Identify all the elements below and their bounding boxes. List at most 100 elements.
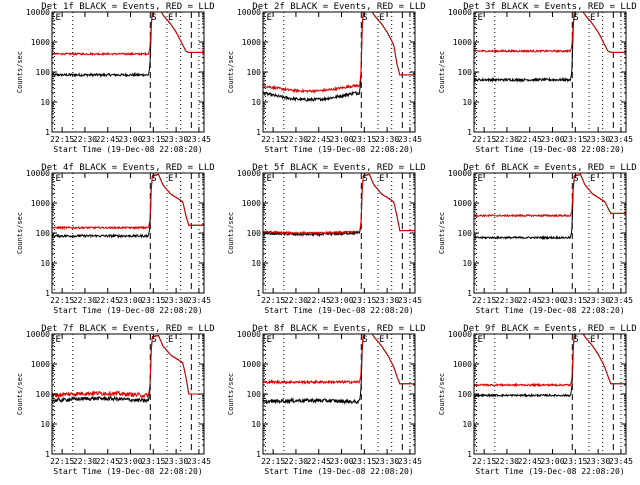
x-axis-label: Start Time (19-Dec-08 22:08:20) xyxy=(264,306,413,315)
x-tick-label: 23:15 xyxy=(141,135,165,144)
x-tick-label: 23:00 xyxy=(118,135,142,144)
event-marker-label: E xyxy=(379,13,384,23)
y-tick-label: 100 xyxy=(36,229,51,238)
x-tick-label: 22:45 xyxy=(96,457,120,466)
y-tick-label: 1000 xyxy=(453,38,472,47)
event-marker-label: E xyxy=(379,174,384,184)
x-tick-label: 22:45 xyxy=(96,135,120,144)
plot-frame xyxy=(51,11,205,133)
y-tick-label: 1 xyxy=(45,128,50,137)
panel-title: Det 2f BLACK = Events, RED = LLD xyxy=(252,2,425,12)
x-tick-label: 22:15 xyxy=(50,296,74,305)
y-tick-label: 100 xyxy=(36,390,51,399)
x-tick-label: 22:15 xyxy=(261,457,285,466)
event-marker-label: E xyxy=(590,13,595,23)
y-tick-label: 100 xyxy=(458,390,473,399)
x-axis-label: Start Time (19-Dec-08 22:08:20) xyxy=(475,467,624,476)
x-tick-label: 23:45 xyxy=(187,135,211,144)
y-tick-label: 100 xyxy=(458,229,473,238)
x-axis-label: Start Time (19-Dec-08 22:08:20) xyxy=(53,145,202,154)
x-tick-label: 23:15 xyxy=(352,296,376,305)
y-tick-label: 1000 xyxy=(453,360,472,369)
x-axis-label: Start Time (19-Dec-08 22:08:20) xyxy=(53,467,202,476)
x-tick-label: 22:45 xyxy=(518,457,542,466)
panel-title: Det 5f BLACK = Events, RED = LLD xyxy=(252,163,425,173)
x-tick-label: 22:45 xyxy=(307,457,331,466)
y-tick-label: 10000 xyxy=(26,169,50,178)
x-tick-label: 22:30 xyxy=(495,296,519,305)
event-marker-label: E xyxy=(56,13,61,23)
event-marker-label: S xyxy=(151,174,156,184)
x-tick-label: 23:15 xyxy=(563,457,587,466)
y-axis-label: Counts/sec xyxy=(16,212,24,254)
x-tick-label: 23:00 xyxy=(540,135,564,144)
x-tick-label: 23:30 xyxy=(164,457,188,466)
y-tick-label: 10000 xyxy=(26,8,50,17)
event-marker-label: E xyxy=(56,174,61,184)
x-tick-label: 22:30 xyxy=(73,296,97,305)
x-tick-label: 23:45 xyxy=(187,457,211,466)
y-tick-label: 100 xyxy=(247,390,262,399)
x-tick-label: 22:15 xyxy=(472,135,496,144)
x-tick-label: 22:15 xyxy=(261,135,285,144)
event-marker-label: E xyxy=(590,335,595,345)
x-tick-label: 22:15 xyxy=(261,296,285,305)
y-tick-label: 1 xyxy=(467,289,472,298)
x-axis-label: Start Time (19-Dec-08 22:08:20) xyxy=(475,145,624,154)
plot-frame xyxy=(262,11,416,133)
panel-title: Det 8f BLACK = Events, RED = LLD xyxy=(252,324,425,334)
x-axis-label: Start Time (19-Dec-08 22:08:20) xyxy=(264,467,413,476)
x-tick-label: 23:30 xyxy=(586,457,610,466)
y-tick-label: 1000 xyxy=(242,38,261,47)
event-marker-label: S xyxy=(151,335,156,345)
event-marker-label: S xyxy=(573,335,578,345)
y-tick-label: 1000 xyxy=(31,199,50,208)
y-axis-label: Counts/sec xyxy=(438,373,446,415)
y-tick-label: 1000 xyxy=(31,38,50,47)
series-black xyxy=(474,334,626,398)
x-tick-label: 22:45 xyxy=(518,296,542,305)
x-tick-label: 23:00 xyxy=(329,296,353,305)
x-tick-label: 22:15 xyxy=(472,457,496,466)
y-axis-label: Counts/sec xyxy=(227,212,235,254)
x-tick-label: 23:30 xyxy=(164,135,188,144)
y-tick-label: 10 xyxy=(40,98,50,107)
x-tick-label: 22:30 xyxy=(284,457,308,466)
series-red xyxy=(474,12,626,54)
series-black xyxy=(263,334,415,405)
x-tick-label: 23:45 xyxy=(187,296,211,305)
x-tick-label: 22:30 xyxy=(73,135,97,144)
y-tick-label: 10 xyxy=(40,259,50,268)
x-tick-label: 23:15 xyxy=(141,457,165,466)
series-red xyxy=(474,173,626,218)
event-marker-label: E xyxy=(267,13,272,23)
series-red xyxy=(263,173,415,236)
y-tick-label: 10000 xyxy=(448,169,472,178)
x-axis-label: Start Time (19-Dec-08 22:08:20) xyxy=(264,145,413,154)
x-axis-label: Start Time (19-Dec-08 22:08:20) xyxy=(475,306,624,315)
event-marker-label: E xyxy=(168,13,173,23)
y-tick-label: 100 xyxy=(247,229,262,238)
panel-title: Det 1f BLACK = Events, RED = LLD xyxy=(41,2,214,12)
event-marker-label: E xyxy=(168,174,173,184)
y-tick-label: 1000 xyxy=(31,360,50,369)
series-black xyxy=(263,173,415,238)
series-red xyxy=(52,334,204,399)
x-tick-label: 23:00 xyxy=(329,457,353,466)
panel-title: Det 7f BLACK = Events, RED = LLD xyxy=(41,324,214,334)
x-tick-label: 23:45 xyxy=(398,296,422,305)
event-marker-label: E xyxy=(267,174,272,184)
y-tick-label: 1000 xyxy=(453,199,472,208)
x-tick-label: 22:45 xyxy=(307,135,331,144)
x-tick-label: 23:15 xyxy=(141,296,165,305)
